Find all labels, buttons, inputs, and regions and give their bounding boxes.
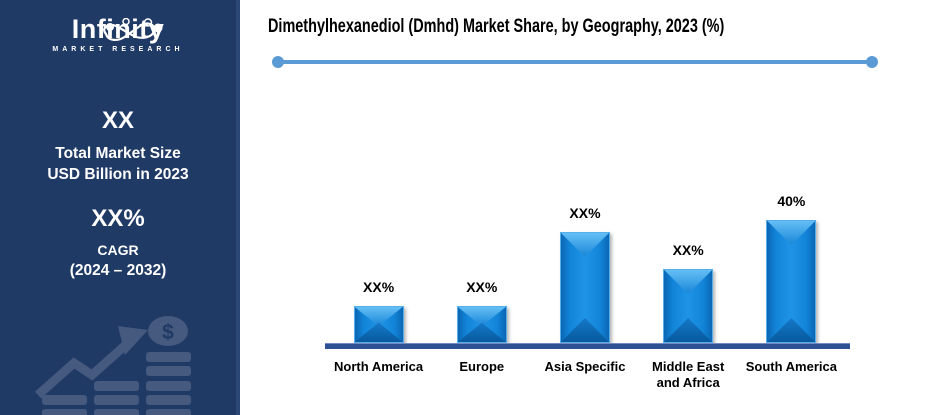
bar-south-america: [766, 220, 817, 343]
growth-arrow-icon: [35, 326, 148, 399]
bar-column: XX%: [327, 279, 430, 343]
chart-title: Dimethylhexanediol (Dmhd) Market Share, …: [268, 16, 725, 37]
category-label: Asia Specific: [544, 359, 626, 374]
category-label: South America: [745, 359, 837, 374]
bar-stack-icon: [42, 352, 191, 415]
bar-column: XX%: [533, 205, 636, 343]
bar-chart-plot: XX% XX% XX% XX% 40%: [327, 175, 843, 343]
category-label: Europe: [459, 359, 505, 374]
data-label: 40%: [777, 193, 806, 209]
market-size-caption-1: Total Market Size: [55, 145, 181, 162]
data-label: XX%: [569, 205, 601, 221]
category-label: Middle East and Africa: [652, 359, 725, 390]
dollar-coin-icon: $: [148, 316, 188, 346]
brand-tagline: MARKET RESEARCH: [52, 46, 184, 53]
data-label: XX%: [672, 242, 704, 258]
growth-chart-decoration: $: [35, 316, 191, 415]
brand-logo: Infinity MARKET RESEARCH: [0, 14, 236, 53]
sidebar: Infinity MARKET RESEARCH XX Total Market…: [0, 0, 240, 415]
x-axis-line: [325, 343, 850, 349]
market-size-stat: XX Total Market Size USD Billion in 2023: [0, 106, 236, 185]
cagr-value: XX%: [91, 205, 145, 232]
data-label: XX%: [466, 279, 498, 295]
data-label: XX%: [363, 279, 395, 295]
bar-middle-east-africa: [663, 269, 714, 343]
bar-column: XX%: [430, 279, 533, 343]
bar-europe: [456, 306, 507, 343]
infinity-swirl-icon: [103, 18, 163, 41]
category-label: North America: [334, 359, 424, 374]
svg-text:$: $: [162, 321, 174, 344]
cagr-stat: XX% CAGR (2024 – 2032): [0, 204, 236, 281]
market-size-caption-2: USD Billion in 2023: [47, 166, 189, 183]
bar-column: 40%: [740, 193, 843, 343]
category-labels: North America Europe Asia Specific Middl…: [327, 359, 843, 390]
title-divider: [272, 56, 878, 68]
bar-north-america: [353, 306, 404, 343]
bar-asia-specific: [559, 232, 610, 343]
chart-area: Dimethylhexanediol (Dmhd) Market Share, …: [240, 0, 946, 415]
market-size-value: XX: [101, 107, 134, 134]
cagr-caption-2: (2024 – 2032): [69, 262, 167, 279]
bar-column: XX%: [637, 242, 740, 343]
cagr-caption-1: CAGR: [97, 242, 139, 258]
